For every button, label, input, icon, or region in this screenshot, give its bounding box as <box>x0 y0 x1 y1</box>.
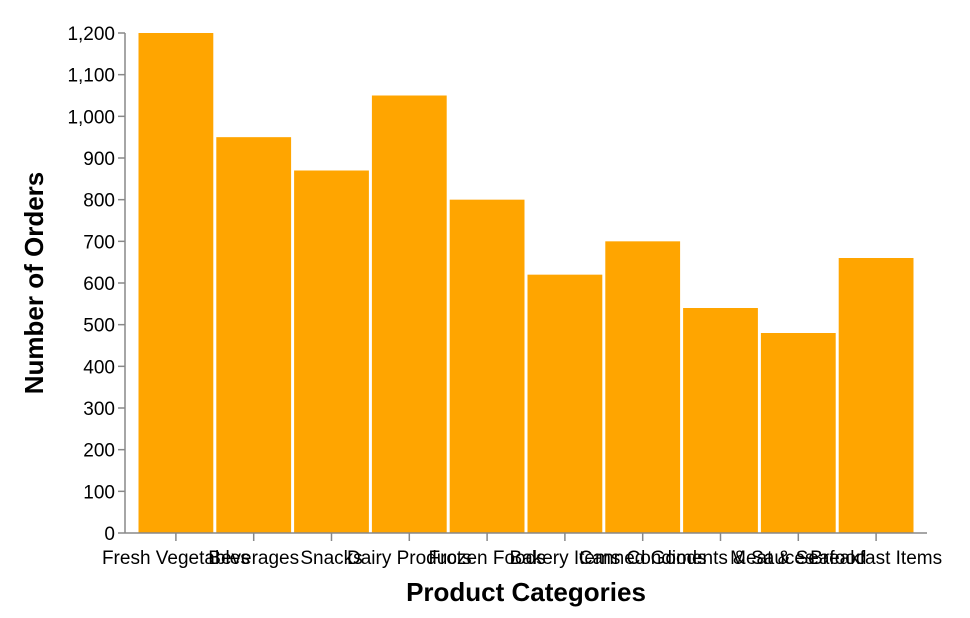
y-axis-title: Number of Orders <box>19 172 49 395</box>
x-tick-label: Fresh Vegetables <box>102 548 250 569</box>
x-tick-label: Snacks <box>300 548 362 569</box>
y-tick-label: 500 <box>83 316 115 337</box>
y-tick-label: 200 <box>83 441 115 462</box>
bars-layer <box>138 33 914 534</box>
y-tick-label: 1,200 <box>67 24 115 45</box>
y-tick-label: 1,000 <box>67 107 115 128</box>
x-axis-title: Product Categories <box>406 577 646 607</box>
x-tick-label: Frozen Foods <box>428 548 545 569</box>
bar-dairy-products <box>371 95 447 533</box>
x-tick-label: Meat & Seafood <box>730 548 866 569</box>
y-tick-label: 600 <box>83 274 115 295</box>
y-tick-label: 900 <box>83 149 115 170</box>
y-tick-label: 700 <box>83 232 115 253</box>
y-tick-label: 1,100 <box>67 66 115 87</box>
x-tick-label: Dairy Products <box>347 548 472 569</box>
y-tick-label: 300 <box>83 399 115 420</box>
bar-snacks <box>294 170 369 533</box>
bar-canned-goods <box>605 241 681 534</box>
y-tick-label: 800 <box>83 191 115 212</box>
x-tick-label: Breakfast Items <box>810 548 942 569</box>
x-tick-label: Bakery Items <box>509 548 620 569</box>
bar-fresh-vegetables <box>138 33 214 533</box>
y-tick-label: 0 <box>104 524 115 545</box>
bar-frozen-foods <box>449 199 525 533</box>
y-axis: 0 100 200 300 400 500 600 700 800 900 1,000 1,100 1,… <box>67 24 126 545</box>
bar-bakery-items <box>527 274 603 533</box>
y-tick-label: 400 <box>83 357 115 378</box>
x-tick-label: Condiments & Sauces <box>627 548 815 569</box>
x-tick-label: Beverages <box>208 548 299 569</box>
y-tick-label: 100 <box>83 482 115 503</box>
bar-condiments-sauces <box>683 308 758 533</box>
bar-beverages <box>216 137 292 533</box>
bar-breakfast-items <box>838 258 914 533</box>
bar-meat-seafood <box>760 333 836 533</box>
x-tick-label: Canned Goods <box>579 548 707 569</box>
